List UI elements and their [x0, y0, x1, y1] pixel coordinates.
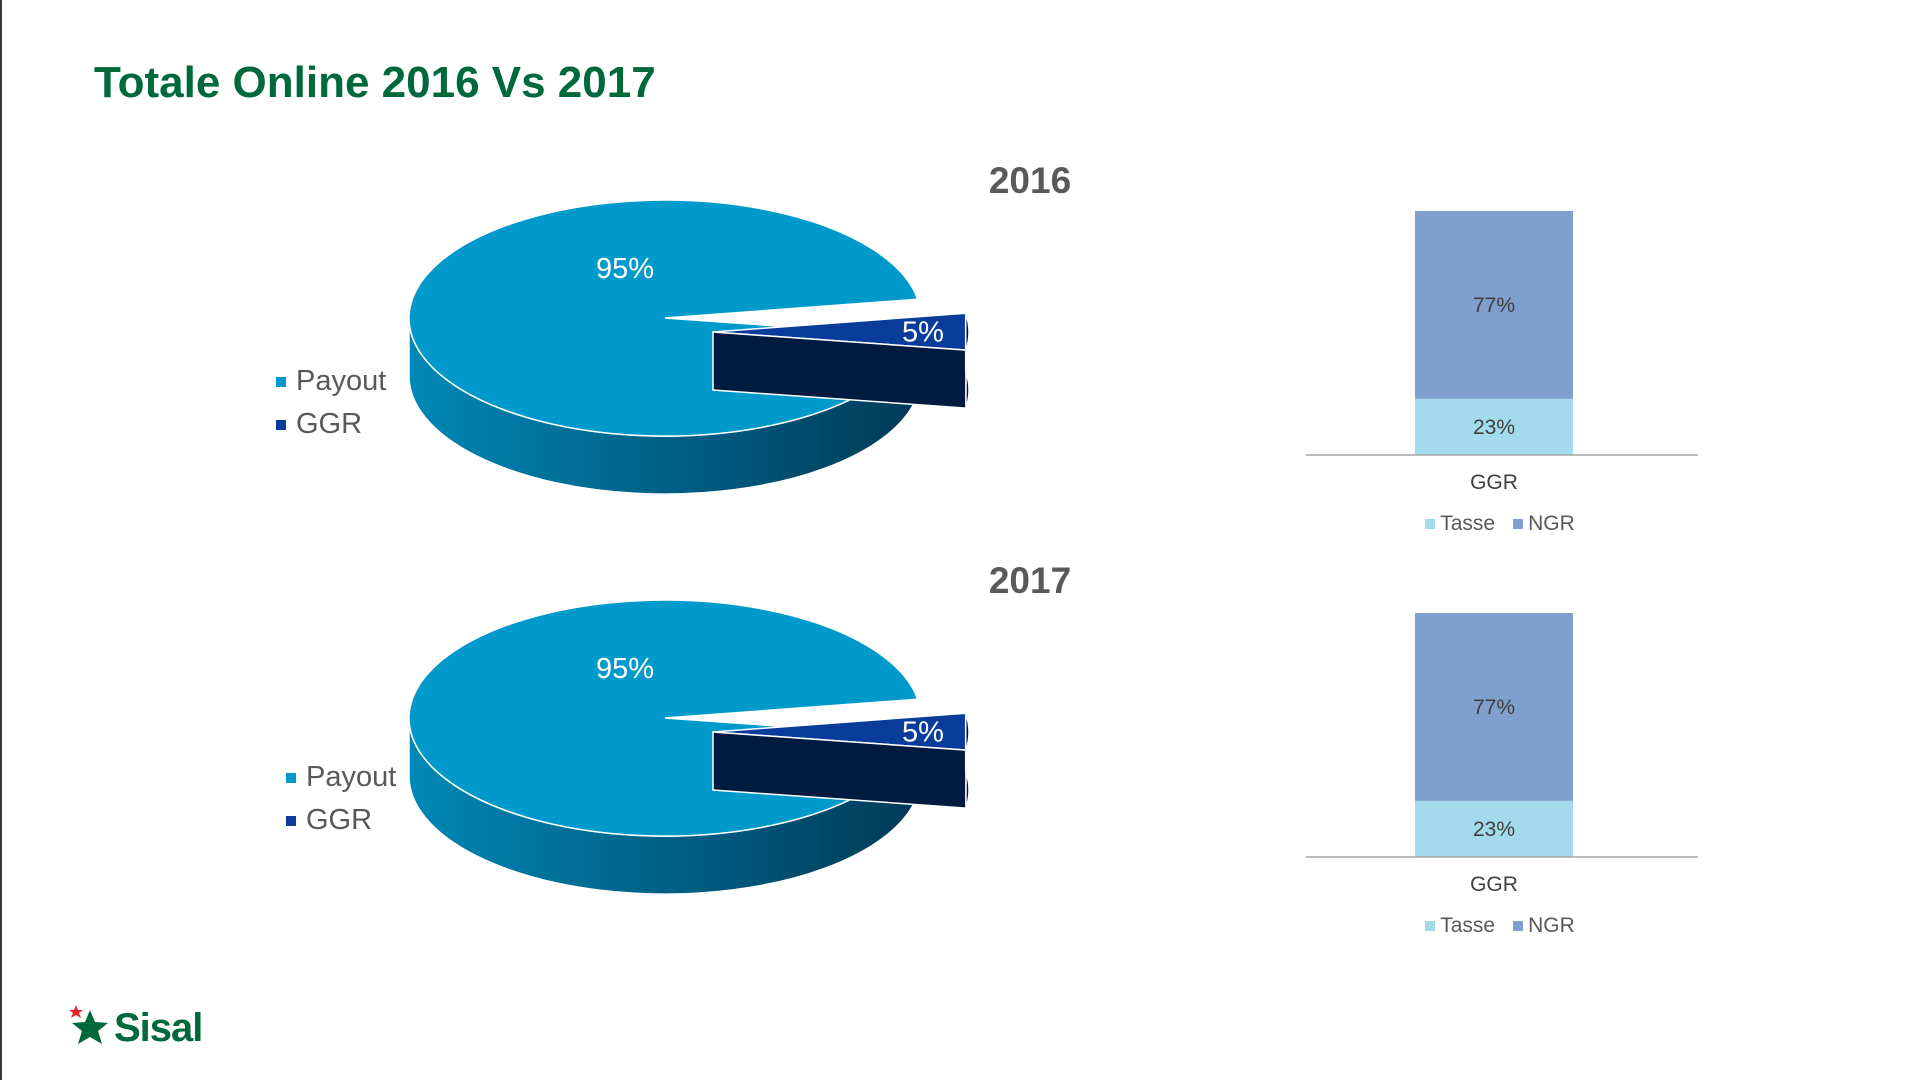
- ngr-swatch: [1513, 519, 1524, 529]
- ggr-swatch: [286, 815, 296, 826]
- legend-label: Payout: [296, 365, 387, 397]
- slide-title: Totale Online 2016 Vs 2017: [94, 58, 656, 107]
- legend-item-ngr: NGR: [1513, 512, 1575, 536]
- legend-item-ggr: GGR: [286, 799, 396, 842]
- legend-item-ggr: GGR: [276, 403, 386, 446]
- logo-text: Sisal: [114, 1005, 203, 1050]
- ngr-swatch: [1513, 921, 1524, 931]
- sisal-star-icon: [69, 1005, 108, 1044]
- legend-label: NGR: [1528, 914, 1575, 937]
- pie-chart-2017: 95% 5%: [408, 600, 970, 895]
- tasse-swatch: [1425, 921, 1436, 931]
- pie-2016-ggr-side: [964, 312, 970, 409]
- bar-chart-2017: 77% 23% GGR: [1306, 613, 1698, 896]
- sisal-logo: Sisal: [68, 1004, 203, 1052]
- pie-2016-legend: Payout GGR: [276, 360, 386, 446]
- bar-2016-tasse: [1415, 398, 1573, 455]
- legend-label: GGR: [296, 408, 363, 440]
- legend-item-payout: Payout: [286, 756, 396, 799]
- pie-2017-legend: Payout GGR: [286, 756, 396, 842]
- payout-swatch: [276, 376, 286, 387]
- bar-2017-ngr: [1415, 613, 1573, 801]
- bar-2017-ngr-label: 77%: [1473, 696, 1515, 719]
- legend-item-ngr: NGR: [1513, 914, 1575, 938]
- legend-label: Payout: [306, 761, 397, 793]
- bar-2017-tasse: [1415, 800, 1573, 857]
- legend-label: Tasse: [1440, 914, 1496, 937]
- pie-2017-payout-top: [408, 600, 920, 837]
- pie-2016-title: 2016: [988, 160, 1072, 201]
- legend-item-tasse: Tasse: [1425, 914, 1495, 938]
- pie-chart-2016: 95% 5%: [408, 200, 970, 495]
- payout-swatch: [286, 772, 296, 783]
- legend-label: Tasse: [1440, 512, 1496, 535]
- bar-2017-category-label: GGR: [1470, 873, 1518, 896]
- legend-label: GGR: [306, 804, 373, 836]
- slide-left-border: [0, 0, 2, 1080]
- pie-2016-ggr-label: 5%: [902, 317, 944, 349]
- pie-2017-title: 2017: [988, 560, 1072, 601]
- bar-2017-tasse-label: 23%: [1473, 818, 1515, 841]
- pie-2017-ggr-side: [964, 712, 970, 809]
- legend-label: NGR: [1528, 512, 1575, 535]
- bar-2016-ngr: [1415, 211, 1573, 399]
- bar-chart-2016: 77% 23% GGR: [1306, 211, 1698, 494]
- legend-item-tasse: Tasse: [1425, 512, 1495, 536]
- legend-item-payout: Payout: [276, 360, 386, 403]
- pie-2017-ggr-label: 5%: [902, 717, 944, 749]
- bar-2016-tasse-label: 23%: [1473, 416, 1515, 439]
- pie-2017-payout-label: 95%: [596, 653, 654, 685]
- bar-2016-category-label: GGR: [1470, 471, 1518, 494]
- bar-2016-ngr-label: 77%: [1473, 294, 1515, 317]
- bar-2017-legend: Tasse NGR: [1280, 914, 1720, 938]
- pie-2016-payout-top: [408, 200, 920, 437]
- pie-2016-payout-label: 95%: [596, 253, 654, 285]
- tasse-swatch: [1425, 519, 1436, 529]
- bar-2016-legend: Tasse NGR: [1280, 512, 1720, 536]
- ggr-swatch: [276, 419, 286, 430]
